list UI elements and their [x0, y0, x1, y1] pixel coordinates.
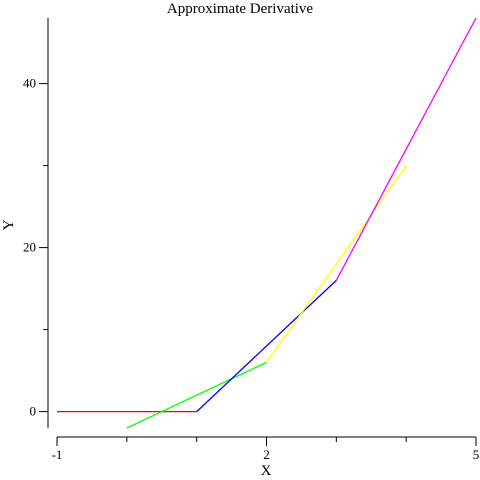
x-tick-label: 5 — [473, 447, 480, 462]
y-axis-label: Y — [1, 219, 17, 230]
x-ticks: -1 2 5 — [52, 437, 480, 462]
x-tick-label: -1 — [52, 447, 63, 462]
y-ticks: 0 20 40 — [23, 76, 48, 419]
y-tick-label: 20 — [23, 240, 36, 255]
series-line-magenta — [335, 17, 477, 281]
series-line-yellow — [265, 165, 407, 363]
y-tick-label: 0 — [30, 404, 37, 419]
series-layer — [57, 17, 477, 429]
series-line-blue — [196, 279, 337, 413]
x-tick-label: 2 — [263, 447, 270, 462]
y-tick-label: 40 — [23, 76, 36, 91]
chart-title: Approximate Derivative — [167, 1, 314, 17]
x-axis-label: X — [261, 463, 272, 479]
series-line-green — [126, 361, 267, 429]
